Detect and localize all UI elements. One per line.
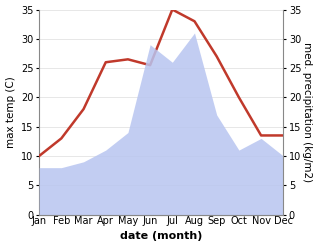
Y-axis label: max temp (C): max temp (C) xyxy=(5,76,16,148)
Y-axis label: med. precipitation (kg/m2): med. precipitation (kg/m2) xyxy=(302,42,313,182)
X-axis label: date (month): date (month) xyxy=(120,231,203,242)
